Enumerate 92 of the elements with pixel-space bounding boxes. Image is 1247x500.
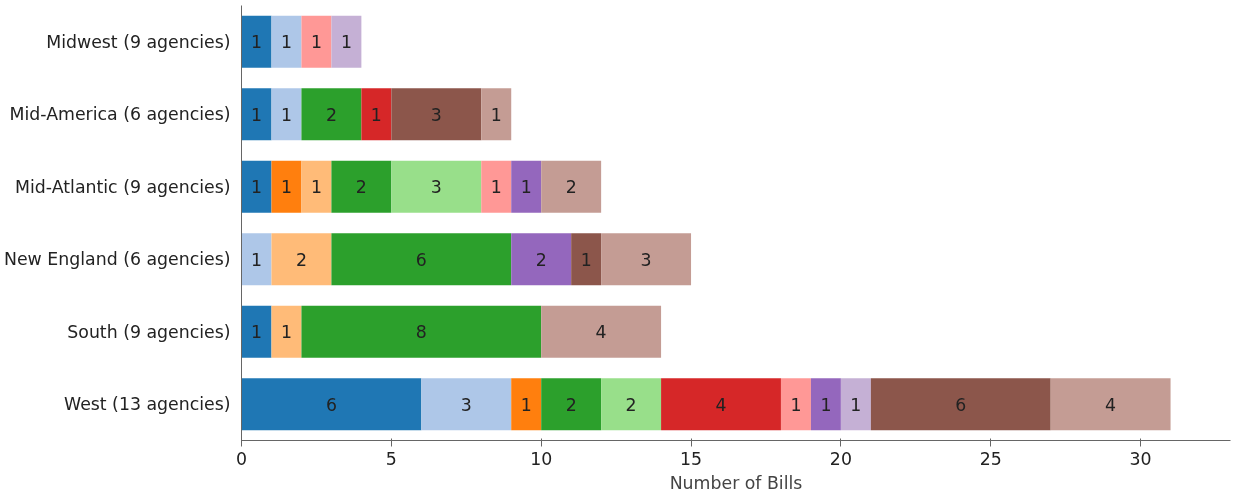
data-label: 3 [430,177,442,198]
data-label: 1 [310,177,322,198]
data-label: 8 [415,322,427,343]
data-label: 1 [790,394,802,415]
x-tick-label: 30 [1129,448,1152,469]
x-axis-title: Number of Bills [669,472,803,493]
data-label: 1 [250,104,262,125]
data-label: 1 [850,394,862,415]
bar [541,305,662,358]
y-tick-label: South (9 agencies) [67,321,231,342]
data-label: 1 [280,32,292,53]
y-tick-label: West (13 agencies) [64,394,231,415]
data-label: 1 [370,104,382,125]
bar [511,233,572,286]
bar [780,378,811,431]
bar [241,305,272,358]
bar [541,378,602,431]
data-label: 2 [355,177,367,198]
bar [241,88,272,141]
bar [870,378,1051,431]
data-label: 1 [490,177,502,198]
data-label: 1 [310,32,322,53]
data-label: 1 [280,177,292,198]
data-label: 1 [250,32,262,53]
bar [241,160,272,213]
bar [391,88,482,141]
bar [481,88,512,141]
bar [601,233,692,286]
y-tick-label: Midwest (9 agencies) [46,31,231,52]
data-label: 3 [640,249,652,270]
x-tick-label: 15 [680,448,703,469]
data-label: 1 [250,249,262,270]
bar [241,15,272,68]
bar [271,15,302,68]
data-label: 3 [460,394,472,415]
bar [301,305,542,358]
data-label: 4 [1105,394,1117,415]
bar [361,88,392,141]
bar [810,378,841,431]
bar [840,378,871,431]
data-label: 3 [430,104,442,125]
y-tick-label: Mid-America (6 agencies) [9,104,231,125]
bar [331,233,512,286]
x-tick-label: 5 [385,448,397,469]
bar [271,233,332,286]
bar [1050,378,1171,431]
data-label: 1 [340,32,352,53]
bar [511,378,542,431]
bar [481,160,512,213]
data-label: 4 [595,322,607,343]
bar [301,160,332,213]
bar [241,233,272,286]
data-label: 1 [490,104,502,125]
bar [271,305,302,358]
data-label: 6 [415,249,427,270]
bar [271,160,302,213]
bar [301,88,362,141]
data-label: 1 [820,394,832,415]
data-label: 6 [325,394,337,415]
data-label: 2 [535,249,547,270]
data-label: 1 [520,177,532,198]
y-tick-label: New England (6 agencies) [4,249,231,270]
data-label: 1 [280,104,292,125]
x-tick-label: 25 [979,448,1002,469]
data-label: 4 [715,394,727,415]
y-tick-label: Mid-Atlantic (9 agencies) [15,176,231,197]
data-label: 2 [565,177,577,198]
data-label: 1 [580,249,592,270]
data-label: 1 [250,177,262,198]
x-tick-label: 20 [829,448,852,469]
bar [571,233,602,286]
data-label: 1 [250,322,262,343]
x-tick-label: 10 [530,448,553,469]
bar [421,378,512,431]
data-label: 2 [565,394,577,415]
bar [301,15,332,68]
bar [511,160,542,213]
bar [541,160,602,213]
data-label: 1 [280,322,292,343]
data-label: 2 [625,394,637,415]
data-label: 6 [955,394,967,415]
bar [271,88,302,141]
bar [661,378,781,431]
x-tick-label: 0 [235,448,248,469]
bar [331,15,362,68]
data-label: 2 [325,104,337,125]
bar [601,378,662,431]
bar [391,160,482,213]
bar [331,160,392,213]
bar [241,378,422,431]
data-label: 2 [295,249,307,270]
data-label: 1 [520,394,532,415]
